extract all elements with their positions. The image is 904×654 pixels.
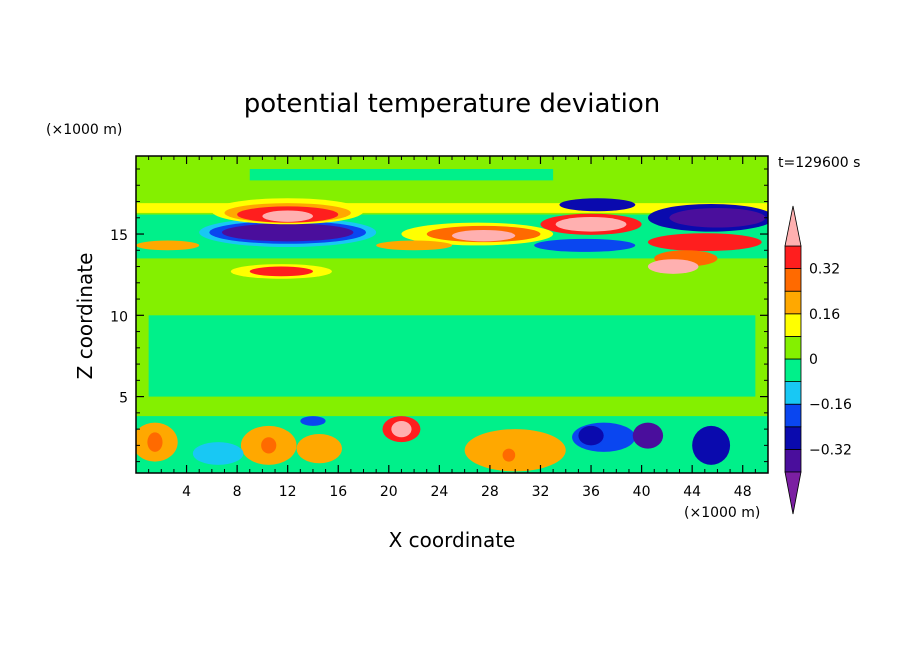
colorbar-label: −0.16 [809, 397, 852, 413]
contour-blob [221, 223, 354, 242]
x-tick-label: 32 [532, 484, 550, 500]
x-tick-label: 40 [633, 484, 651, 500]
y-tick-label: 15 [110, 228, 128, 244]
x-tick-label: 44 [683, 484, 701, 500]
x-axis-title: X coordinate [389, 528, 516, 552]
x-tick-label: 4 [182, 484, 191, 500]
y-tick-label: 5 [119, 391, 128, 407]
contour-region [136, 203, 768, 213]
x-tick-label: 8 [233, 484, 242, 500]
contour-blob [296, 433, 343, 464]
y-axis-title: Z coordinate [73, 253, 97, 380]
contour-blob [249, 266, 313, 277]
colorbar-bin [784, 426, 802, 450]
x-tick-label: 20 [380, 484, 398, 500]
y-tick-label: 10 [110, 309, 128, 325]
colorbar-bin [784, 268, 802, 292]
contour-blob [502, 448, 516, 462]
colorbar-bin [784, 448, 802, 473]
y-unit-label: (×1000 m) [46, 122, 122, 138]
contour-blob [261, 437, 277, 454]
contour-blob [647, 233, 762, 252]
contour-blob [647, 259, 699, 274]
colorbar-bin [784, 403, 802, 428]
contour-blob [534, 238, 636, 252]
contour-blob [555, 216, 627, 232]
colorbar-bin [784, 381, 802, 405]
colorbar-bin [784, 335, 802, 360]
contour-blob [464, 429, 566, 472]
x-unit-label: (×1000 m) [684, 505, 760, 521]
colorbar-label: 0.16 [809, 307, 840, 323]
x-tick-label: 28 [481, 484, 499, 500]
colorbar-bin [784, 358, 802, 383]
contour-blob [136, 240, 200, 251]
colorbar-extend-low [784, 471, 802, 515]
contour-blob [192, 442, 244, 465]
x-tick-label: 16 [329, 484, 347, 500]
contour-region [249, 169, 554, 181]
colorbar-label: 0.32 [809, 262, 840, 278]
plot-area [136, 156, 768, 473]
contour-region [148, 315, 756, 397]
colorbar: 0.32 0.16 0 −0.16 −0.32 [784, 205, 852, 515]
contour-blob [452, 229, 516, 242]
y-axis: 5 10 15 [110, 168, 768, 463]
colorbar-bin [784, 245, 802, 270]
x-tick-label: 36 [582, 484, 600, 500]
contour-blob [692, 425, 731, 465]
x-tick-label: 48 [734, 484, 752, 500]
contour-blob [147, 432, 163, 452]
x-tick-label: 24 [430, 484, 448, 500]
colorbar-bin [784, 313, 802, 337]
contour-blob [376, 240, 452, 251]
contour-blob [578, 425, 604, 446]
colorbar-bin [784, 290, 802, 315]
contour-blob [391, 420, 412, 438]
x-axis: 4 8 12 16 20 24 28 32 36 40 44 48 [148, 156, 756, 500]
contour-blob [300, 416, 326, 426]
contour-blob [559, 198, 636, 212]
colorbar-label: −0.32 [809, 442, 852, 458]
x-tick-label: 12 [279, 484, 297, 500]
chart-title: potential temperature deviation [244, 89, 660, 119]
colorbar-label: 0 [809, 352, 818, 368]
colorbar-extend-high [784, 205, 802, 247]
contour-blob [262, 210, 313, 222]
time-label: t=129600 s [778, 155, 860, 171]
contour-blob [669, 208, 766, 228]
contour-blob [632, 422, 664, 449]
